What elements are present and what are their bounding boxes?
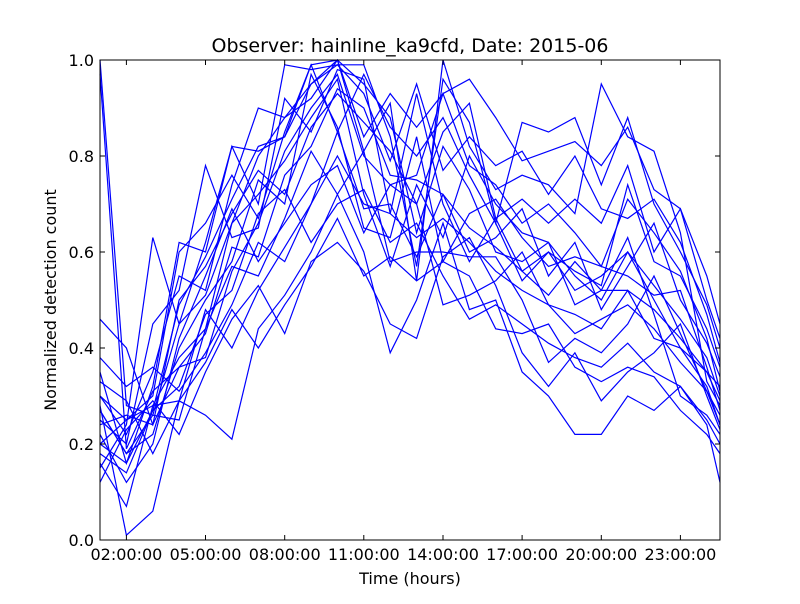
series-line-15 bbox=[99, 130, 721, 508]
x-tick-label: 11:00:00 bbox=[328, 545, 400, 564]
x-tick-label: 08:00:00 bbox=[249, 545, 321, 564]
series-line-4 bbox=[99, 59, 721, 436]
x-tick-label: 23:00:00 bbox=[644, 545, 716, 564]
x-tick-label: 14:00:00 bbox=[407, 545, 479, 564]
series-line-11 bbox=[99, 217, 721, 455]
x-tick-label: 05:00:00 bbox=[170, 545, 242, 564]
series-line-10 bbox=[99, 188, 721, 474]
y-tick-label: 0.8 bbox=[69, 147, 94, 166]
series-line-7 bbox=[99, 72, 721, 455]
plot-frame bbox=[99, 59, 721, 541]
tick-layer: 02:00:00 05:00:00 08:00:00 11:00:00 14:00:00… bbox=[69, 51, 720, 564]
series-line-17 bbox=[99, 92, 721, 426]
series-line-1 bbox=[99, 64, 721, 469]
x-tick-label: 02:00:00 bbox=[90, 545, 162, 564]
series-line-13 bbox=[99, 236, 721, 483]
y-tick-label: 1.0 bbox=[69, 51, 94, 70]
y-axis-label: Normalized detection count bbox=[41, 189, 60, 411]
series-line-19 bbox=[99, 59, 721, 421]
y-tick-label: 0.4 bbox=[69, 339, 94, 358]
series-line-16 bbox=[99, 73, 721, 450]
y-tick-label: 0.0 bbox=[69, 531, 94, 550]
series-line-6 bbox=[99, 59, 721, 435]
series-line-8 bbox=[99, 87, 721, 427]
series-line-14 bbox=[99, 149, 721, 455]
chart-title: Observer: hainline_ka9cfd, Date: 2015-06 bbox=[212, 35, 609, 57]
x-tick-label: 20:00:00 bbox=[565, 545, 637, 564]
series-layer bbox=[99, 58, 721, 537]
x-tick-label: 17:00:00 bbox=[486, 545, 558, 564]
y-tick-label: 0.6 bbox=[69, 243, 94, 262]
series-line-5 bbox=[99, 63, 721, 466]
y-tick-label: 0.2 bbox=[69, 435, 94, 454]
series-line-12 bbox=[99, 192, 721, 537]
x-axis-label: Time (hours) bbox=[358, 569, 461, 588]
series-line-20 bbox=[99, 154, 721, 426]
series-line-18 bbox=[99, 63, 721, 465]
